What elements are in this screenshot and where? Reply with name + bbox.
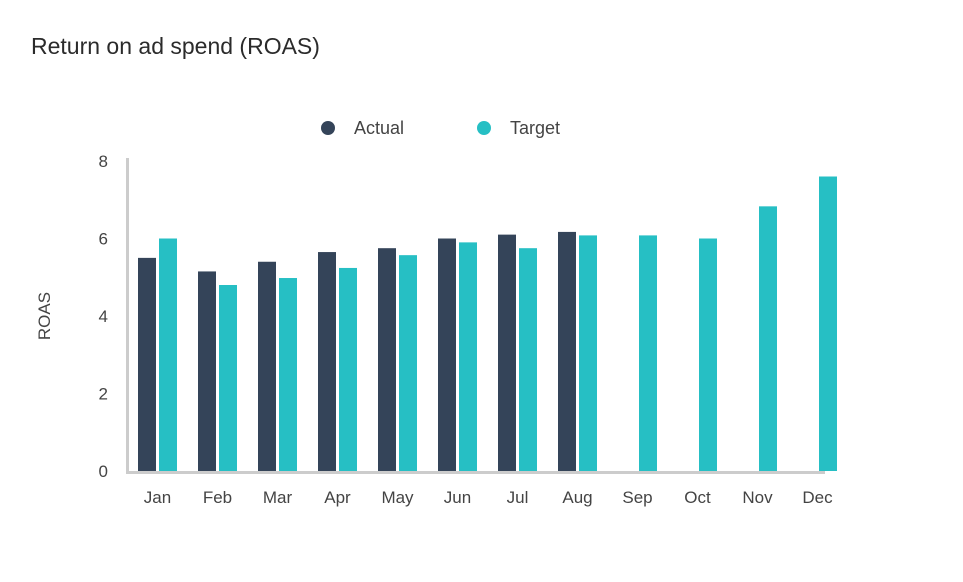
x-tick-label: Jun: [444, 488, 471, 507]
x-tick-label: May: [381, 488, 414, 507]
bar-actual-jul: [498, 234, 516, 471]
bar-target-apr: [339, 267, 357, 471]
bar-target-aug: [579, 235, 597, 471]
chart-title: Return on ad spend (ROAS): [31, 33, 320, 59]
legend-label-actual: Actual: [354, 118, 404, 138]
x-tick-label: Mar: [263, 488, 293, 507]
x-tick-label: Aug: [562, 488, 592, 507]
legend-label-target: Target: [510, 118, 560, 138]
bar-actual-mar: [258, 261, 276, 471]
x-tick-label: Sep: [622, 488, 652, 507]
bar-target-jan: [159, 238, 177, 471]
x-tick-label: Jan: [144, 488, 171, 507]
x-axis-line: [126, 471, 825, 474]
x-tick-label: Oct: [684, 488, 711, 507]
bar-target-feb: [219, 285, 237, 471]
bar-actual-apr: [318, 252, 336, 471]
bar-actual-feb: [198, 271, 216, 471]
bar-target-oct: [699, 238, 717, 471]
bar-target-may: [399, 255, 417, 471]
bar-target-jul: [519, 248, 537, 471]
bar-actual-aug: [558, 231, 576, 471]
y-tick-label: 2: [99, 385, 108, 404]
bar-target-nov: [759, 206, 777, 471]
bar-target-sep: [639, 235, 657, 471]
x-tick-label: Feb: [203, 488, 232, 507]
x-tick-label: Apr: [324, 488, 351, 507]
x-tick-label: Jul: [507, 488, 529, 507]
y-tick-label: 6: [99, 230, 108, 249]
bar-actual-may: [378, 248, 396, 471]
legend-marker-actual: [321, 121, 335, 135]
bar-target-jun: [459, 242, 477, 471]
y-tick-label: 0: [99, 462, 108, 481]
bar-target-dec: [819, 176, 837, 471]
bar-target-mar: [279, 278, 297, 471]
y-axis-line: [126, 158, 129, 473]
x-tick-label: Dec: [802, 488, 833, 507]
bar-actual-jun: [438, 238, 456, 471]
bar-actual-jan: [138, 257, 156, 471]
legend-marker-target: [477, 121, 491, 135]
x-tick-label: Nov: [742, 488, 773, 507]
y-tick-label: 8: [99, 152, 108, 171]
y-axis-label: ROAS: [35, 292, 54, 340]
y-tick-label: 4: [99, 307, 108, 326]
